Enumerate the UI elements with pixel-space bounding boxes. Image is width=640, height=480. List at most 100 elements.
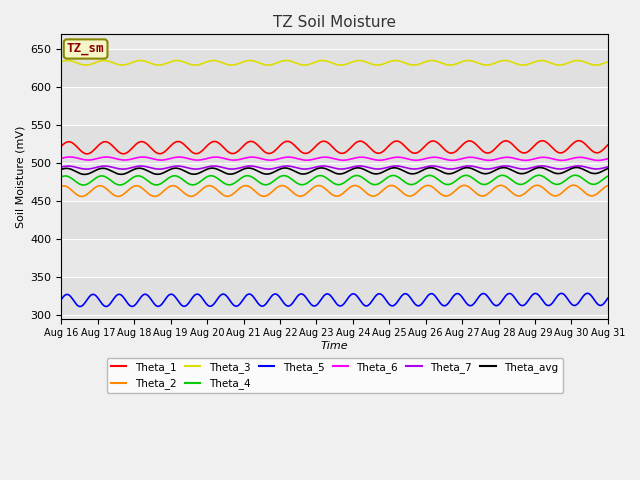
Theta_6 xyxy=(494,156,502,162)
Theta_1 xyxy=(299,150,307,156)
Bar xyxy=(61,277,608,315)
Theta_1 xyxy=(575,138,582,144)
Theta_1 xyxy=(279,140,287,146)
Theta_1 xyxy=(58,143,65,149)
Theta_5 xyxy=(76,304,84,310)
Theta_4 xyxy=(279,173,287,179)
Theta_avg xyxy=(433,167,441,172)
Theta_5 xyxy=(604,295,612,301)
Theta_5 xyxy=(299,291,307,297)
Theta_6 xyxy=(67,154,74,160)
Theta_5 xyxy=(494,302,502,308)
Theta_2 xyxy=(58,183,65,189)
Theta_2 xyxy=(279,183,287,189)
Bar xyxy=(61,125,608,163)
Legend: Theta_1, Theta_2, Theta_3, Theta_4, Theta_5, Theta_6, Theta_7, Theta_avg: Theta_1, Theta_2, Theta_3, Theta_4, Thet… xyxy=(107,358,563,393)
Line: Theta_avg: Theta_avg xyxy=(61,168,608,174)
Bar xyxy=(61,87,608,125)
Theta_4 xyxy=(114,182,122,188)
Theta_1 xyxy=(604,142,612,148)
Theta_3 xyxy=(604,59,612,65)
Theta_3 xyxy=(434,59,442,64)
Title: TZ Soil Moisture: TZ Soil Moisture xyxy=(273,15,396,30)
Theta_2 xyxy=(484,191,492,197)
Theta_4 xyxy=(79,182,87,188)
Theta_5 xyxy=(433,296,441,301)
Theta_3 xyxy=(58,59,65,65)
Line: Theta_3: Theta_3 xyxy=(61,60,608,65)
Theta_7 xyxy=(279,164,287,169)
Theta_4 xyxy=(494,174,502,180)
Bar xyxy=(61,201,608,239)
Theta_6 xyxy=(433,155,441,160)
Theta_2 xyxy=(299,193,307,199)
Line: Theta_2: Theta_2 xyxy=(61,185,608,196)
Theta_2 xyxy=(604,183,612,189)
Theta_7 xyxy=(299,166,307,172)
Theta_3 xyxy=(280,58,287,64)
Theta_2 xyxy=(114,193,122,199)
Theta_6 xyxy=(299,157,307,163)
Theta_avg xyxy=(484,170,492,176)
Theta_avg xyxy=(114,171,122,177)
Theta_4 xyxy=(433,176,441,182)
Theta_6 xyxy=(604,156,612,162)
Theta_7 xyxy=(114,166,122,171)
Line: Theta_6: Theta_6 xyxy=(61,157,608,160)
Theta_3 xyxy=(495,59,502,65)
Theta_6 xyxy=(279,155,287,161)
Theta_7 xyxy=(604,164,612,170)
Bar xyxy=(61,163,608,201)
Theta_avg xyxy=(279,165,287,171)
Theta_3 xyxy=(114,61,122,67)
Line: Theta_5: Theta_5 xyxy=(61,293,608,307)
Theta_2 xyxy=(78,193,86,199)
Theta_6 xyxy=(594,157,602,163)
Theta_7 xyxy=(58,164,65,170)
Theta_5 xyxy=(58,297,65,302)
Theta_3 xyxy=(300,62,307,68)
Line: Theta_4: Theta_4 xyxy=(61,175,608,185)
Theta_5 xyxy=(114,292,122,298)
Theta_5 xyxy=(484,294,492,300)
Theta_avg xyxy=(604,166,612,171)
Theta_2 xyxy=(494,183,502,189)
Theta_7 xyxy=(494,164,502,170)
Theta_4 xyxy=(604,173,612,179)
Line: Theta_1: Theta_1 xyxy=(61,141,608,154)
Theta_7 xyxy=(575,163,582,169)
Theta_5 xyxy=(279,299,287,305)
Text: TZ_sm: TZ_sm xyxy=(67,43,104,56)
Theta_2 xyxy=(433,188,441,194)
Theta_2 xyxy=(570,182,577,188)
Bar xyxy=(61,49,608,87)
Theta_4 xyxy=(572,172,579,178)
Theta_1 xyxy=(433,140,441,145)
Theta_5 xyxy=(584,290,591,296)
Theta_avg xyxy=(299,171,307,177)
Theta_avg xyxy=(494,166,502,172)
Y-axis label: Soil Moisture (mV): Soil Moisture (mV) xyxy=(15,125,25,228)
Theta_1 xyxy=(83,151,91,157)
Theta_4 xyxy=(299,182,307,188)
Theta_avg xyxy=(81,171,88,177)
Theta_1 xyxy=(494,143,502,149)
Theta_7 xyxy=(484,166,492,172)
Theta_1 xyxy=(484,150,492,156)
Theta_7 xyxy=(83,166,90,172)
Theta_3 xyxy=(484,62,492,68)
Theta_6 xyxy=(58,156,65,161)
Theta_4 xyxy=(58,174,65,180)
Theta_avg xyxy=(573,165,580,170)
Theta_3 xyxy=(100,58,108,63)
Theta_4 xyxy=(484,180,492,186)
Theta_3 xyxy=(228,62,236,68)
X-axis label: Time: Time xyxy=(321,341,348,351)
Line: Theta_7: Theta_7 xyxy=(61,166,608,169)
Theta_1 xyxy=(114,148,122,154)
Theta_7 xyxy=(433,164,441,169)
Theta_avg xyxy=(58,167,65,172)
Theta_6 xyxy=(114,156,122,162)
Bar xyxy=(61,239,608,277)
Theta_6 xyxy=(484,157,492,163)
